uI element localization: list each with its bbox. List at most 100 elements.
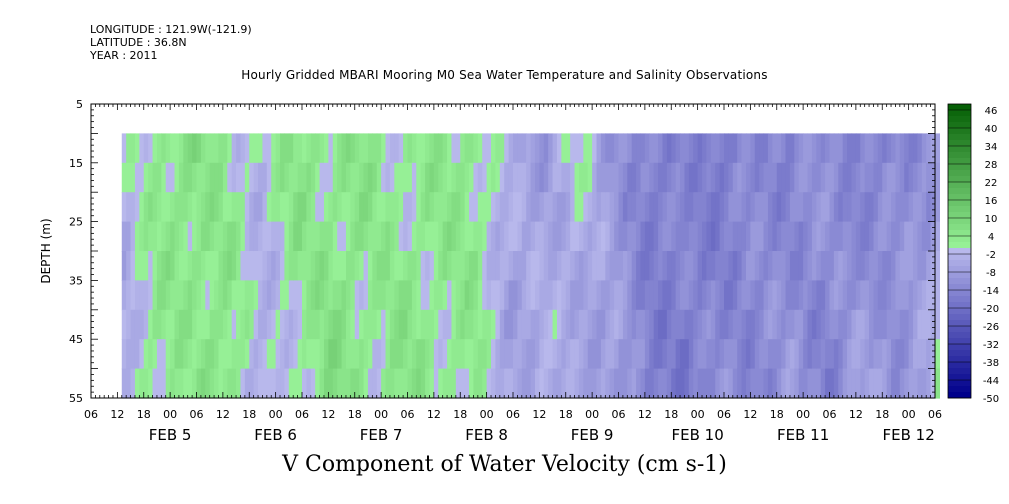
heatmap-cell xyxy=(627,221,633,252)
heatmap-cell xyxy=(513,133,518,164)
heatmap-cell xyxy=(864,309,870,340)
heatmap-cell xyxy=(882,251,888,281)
heatmap-cell xyxy=(838,309,844,340)
heatmap-cell xyxy=(332,133,338,164)
heatmap-cell xyxy=(372,221,378,252)
heatmap-cell xyxy=(231,133,237,164)
heatmap-cell xyxy=(583,162,589,193)
heatmap-cell xyxy=(847,162,853,193)
heatmap-cell xyxy=(302,280,307,311)
heatmap-cell xyxy=(174,368,180,399)
heatmap-cell xyxy=(288,192,294,223)
heatmap-cell xyxy=(165,162,171,193)
colorbar-box xyxy=(948,230,971,237)
heatmap-cell xyxy=(398,192,404,223)
heatmap-cell xyxy=(930,368,936,399)
heatmap-cell xyxy=(200,221,206,252)
heatmap-cell xyxy=(192,251,198,281)
heatmap-cell xyxy=(258,133,264,164)
y-tick-label: 55 xyxy=(69,392,83,405)
heatmap-cell xyxy=(403,339,409,370)
heatmap-cell xyxy=(253,251,259,281)
heatmap-cell xyxy=(200,280,206,311)
colorbar-box xyxy=(948,188,971,195)
heatmap-cell xyxy=(337,251,343,281)
heatmap-cell xyxy=(425,133,431,164)
heatmap-cell xyxy=(130,133,136,164)
heatmap-cell xyxy=(772,251,778,281)
heatmap-cell xyxy=(429,162,435,193)
heatmap-cell xyxy=(350,339,356,370)
heatmap-cell xyxy=(869,162,875,193)
heatmap-cell xyxy=(811,251,817,281)
colorbar-box xyxy=(948,218,971,225)
x-day-label: FEB 5 xyxy=(149,426,192,444)
heatmap-cell xyxy=(486,162,492,193)
heatmap-cell xyxy=(785,221,791,252)
heatmap-cell xyxy=(636,251,642,281)
heatmap-cell xyxy=(249,162,255,193)
heatmap-cell xyxy=(341,339,347,370)
heatmap-cell xyxy=(288,280,294,311)
heatmap-cell xyxy=(930,280,936,311)
heatmap-cell xyxy=(816,192,822,223)
heatmap-cell xyxy=(798,162,804,193)
heatmap-cell xyxy=(530,309,536,340)
heatmap-cell xyxy=(477,339,483,370)
heatmap-cell xyxy=(539,162,545,193)
heatmap-cell xyxy=(381,133,387,164)
heatmap-cell xyxy=(776,368,782,399)
heatmap-cell xyxy=(328,133,334,164)
heatmap-cell xyxy=(372,133,378,164)
heatmap-cell xyxy=(578,339,584,370)
colorbar-box xyxy=(948,152,971,159)
heatmap-cell xyxy=(688,221,694,252)
heatmap-cell xyxy=(337,339,343,370)
heatmap-cell xyxy=(293,339,299,370)
heatmap-cell xyxy=(820,162,826,193)
heatmap-cell xyxy=(526,251,532,281)
heatmap-cell xyxy=(508,251,514,281)
heatmap-cell xyxy=(363,368,369,399)
colorbar-box xyxy=(948,290,971,297)
heatmap-cell xyxy=(134,133,140,164)
heatmap-cell xyxy=(785,280,791,311)
heatmap-cell xyxy=(218,221,224,252)
heatmap-cell xyxy=(842,280,848,311)
heatmap-cell xyxy=(882,339,888,370)
heatmap-cell xyxy=(693,339,699,370)
heatmap-cell xyxy=(627,162,633,193)
heatmap-cell xyxy=(288,251,294,281)
heatmap-cell xyxy=(631,133,637,164)
heatmap-cell xyxy=(640,162,646,193)
heatmap-cell xyxy=(684,309,690,340)
y-axis-title: DEPTH (m) xyxy=(39,218,53,283)
heatmap-cell xyxy=(702,339,708,370)
heatmap-cell xyxy=(170,221,176,252)
heatmap-cell xyxy=(803,280,809,311)
heatmap-cell xyxy=(587,192,593,223)
heatmap-cell xyxy=(341,251,347,281)
heatmap-cell xyxy=(930,192,936,223)
heatmap-cell xyxy=(600,339,606,370)
heatmap-cell xyxy=(165,309,171,340)
heatmap-cell xyxy=(139,251,145,281)
heatmap-cell xyxy=(578,309,584,340)
heatmap-cell xyxy=(416,368,422,399)
heatmap-cell xyxy=(873,192,879,223)
heatmap-cell xyxy=(570,162,576,193)
heatmap-cell xyxy=(864,162,870,193)
heatmap-cell xyxy=(174,221,180,252)
heatmap-cell xyxy=(785,368,791,399)
heatmap-cell xyxy=(851,309,857,340)
heatmap-cell xyxy=(855,162,861,193)
heatmap-cell xyxy=(653,251,659,281)
heatmap-cell xyxy=(200,192,206,223)
heatmap-cell xyxy=(328,280,334,311)
heatmap-cell xyxy=(491,221,497,252)
heatmap-cell xyxy=(684,133,690,164)
heatmap-cell xyxy=(847,133,853,164)
heatmap-cell xyxy=(455,339,461,370)
heatmap-cell xyxy=(741,368,747,399)
heatmap-cell xyxy=(860,280,866,311)
